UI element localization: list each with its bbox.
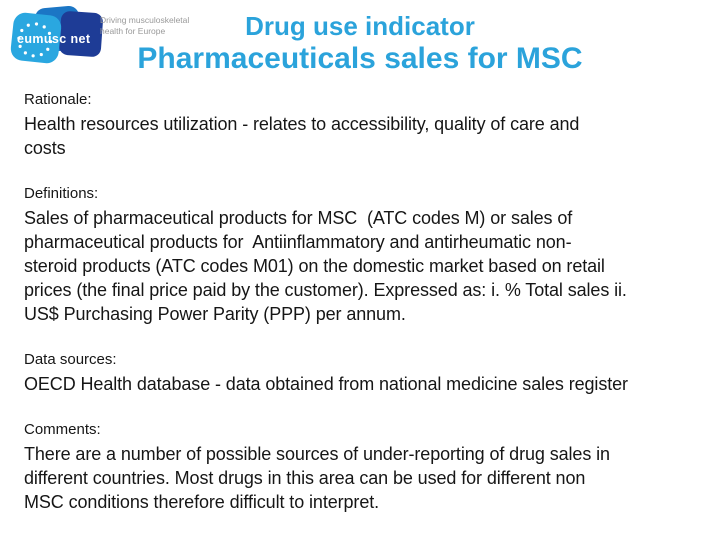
section-label: Rationale:: [24, 91, 92, 108]
eumusc-logo: eumusc net: [9, 5, 110, 66]
section-comments: Comments: There are a number of possible…: [24, 418, 720, 514]
eu-stars-icon: [17, 22, 53, 58]
section-definitions: Definitions: Sales of pharmaceutical pro…: [24, 182, 720, 326]
section-text: Health resources utilization - relates t…: [24, 114, 580, 158]
section-data-sources: Data sources: OECD Health database - dat…: [24, 348, 720, 396]
section-rationale: Rationale: Health resources utilization …: [24, 88, 720, 160]
slide-subtitle: Drug use indicator: [245, 11, 475, 41]
section-label: Data sources:: [24, 351, 117, 368]
section-label: Definitions:: [24, 185, 99, 202]
logo-wordmark: eumusc net: [17, 32, 91, 46]
slide-body: Rationale: Health resources utilization …: [24, 88, 720, 536]
section-text: There are a number of possible sources o…: [24, 444, 610, 512]
slide-title: Pharmaceuticals sales for MSC: [137, 42, 583, 75]
logo-tagline: Driving musculoskeletal health for Europ…: [100, 15, 190, 36]
section-text: Sales of pharmaceutical products for MSC…: [24, 208, 627, 324]
logo-square-light: [9, 11, 63, 65]
slide-header: Drug use indicator Pharmaceuticals sales…: [0, 10, 720, 76]
section-label: Comments:: [24, 421, 101, 438]
section-text: OECD Health database - data obtained fro…: [24, 374, 628, 394]
